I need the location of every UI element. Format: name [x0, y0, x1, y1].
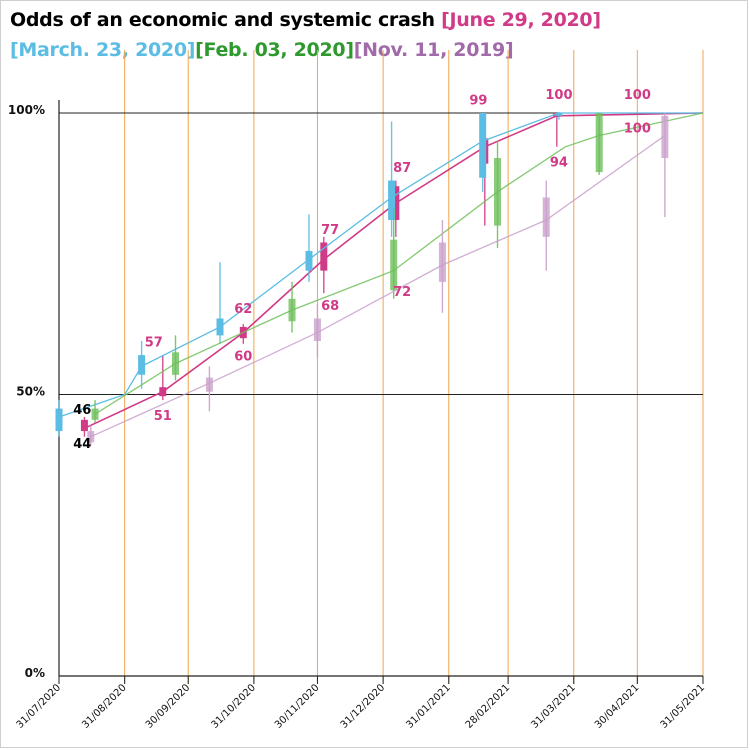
- data-label: 72: [393, 285, 411, 300]
- candle-body: [392, 186, 400, 220]
- data-label: 46: [73, 403, 91, 418]
- candle-body: [91, 408, 99, 420]
- candle-body: [172, 352, 180, 375]
- candle-body: [479, 113, 487, 178]
- candle-body: [138, 355, 146, 375]
- candle-body: [80, 419, 88, 432]
- x-tick-label: 31/12/2020: [339, 682, 388, 731]
- chart-title-line-2: [March. 23, 2020][Feb. 03, 2020][Nov. 11…: [10, 39, 514, 61]
- series-feb: [91, 112, 704, 423]
- candle-body: [320, 242, 328, 271]
- candle-body: [216, 318, 224, 336]
- candle-body: [159, 387, 167, 397]
- candle-body: [555, 113, 563, 116]
- data-label: 99: [469, 94, 487, 109]
- data-label: 44: [73, 437, 91, 452]
- series-nov: [87, 113, 669, 446]
- series-line-nov: [90, 134, 666, 438]
- title-tag-feb: [Feb. 03, 2020]: [195, 39, 354, 61]
- month-gridlines: [124, 50, 704, 684]
- candle-body: [305, 250, 313, 271]
- x-tick-label: 31/03/2021: [529, 682, 578, 731]
- series-group: [55, 111, 704, 446]
- data-label: 100: [624, 88, 651, 103]
- candle-body: [55, 408, 63, 432]
- x-tick-label: 31/05/2021: [659, 682, 708, 731]
- data-label: 57: [145, 336, 163, 351]
- candle-body: [595, 113, 603, 173]
- series-march: [55, 111, 703, 437]
- data-labels: 46 44 57 51 62 60 77 68 87 72 99 100 94 100 100: [73, 88, 651, 452]
- candle-body: [390, 239, 398, 291]
- data-label: 94: [550, 155, 568, 170]
- data-label: 77: [321, 223, 339, 238]
- candle-body: [494, 158, 502, 226]
- y-tick-label: 100%: [8, 103, 45, 117]
- tick-labels: 31/07/2020 31/08/2020 30/09/2020 31/10/2020…: [8, 103, 707, 731]
- candle-body: [87, 431, 95, 443]
- title-tag-nov: [Nov. 11, 2019]: [353, 39, 514, 61]
- series-line-feb: [94, 112, 704, 415]
- x-tick-label: 28/02/2021: [464, 682, 513, 731]
- candle-body: [313, 318, 321, 342]
- candle-body: [388, 180, 396, 220]
- reference-lines: [59, 112, 703, 395]
- series-line-june: [84, 112, 704, 430]
- data-label: 51: [154, 409, 172, 424]
- series-line-march: [58, 112, 703, 418]
- data-label: 87: [393, 161, 411, 176]
- x-tick-label: 30/04/2021: [593, 682, 642, 731]
- data-label: 68: [321, 299, 339, 314]
- data-label: 100: [624, 122, 651, 137]
- x-tick-label: 31/08/2020: [80, 682, 129, 731]
- data-label: 100: [545, 88, 572, 103]
- x-tick-label: 31/10/2020: [209, 682, 258, 731]
- data-label: 62: [234, 302, 252, 317]
- axes: [58, 100, 704, 684]
- chart-title: Odds of an economic and systemic crash: [10, 9, 435, 31]
- candle-body: [288, 298, 296, 322]
- y-tick-label: 50%: [16, 385, 45, 399]
- x-tick-label: 30/11/2020: [273, 682, 322, 731]
- x-tick-label: 31/07/2020: [15, 682, 64, 731]
- chart-title-line-1: Odds of an economic and systemic crash […: [10, 9, 601, 31]
- data-label: 60: [234, 350, 252, 365]
- x-tick-label: 30/09/2020: [144, 682, 193, 731]
- title-tag-march: [March. 23, 2020]: [10, 39, 196, 61]
- candle-body: [542, 197, 550, 237]
- x-tick-label: 31/01/2021: [404, 682, 453, 731]
- candle-body: [205, 377, 213, 392]
- candle-body: [438, 242, 446, 282]
- y-tick-label: 0%: [25, 666, 45, 680]
- title-tag-june: [June 29, 2020]: [441, 9, 601, 31]
- candle-body: [661, 115, 669, 159]
